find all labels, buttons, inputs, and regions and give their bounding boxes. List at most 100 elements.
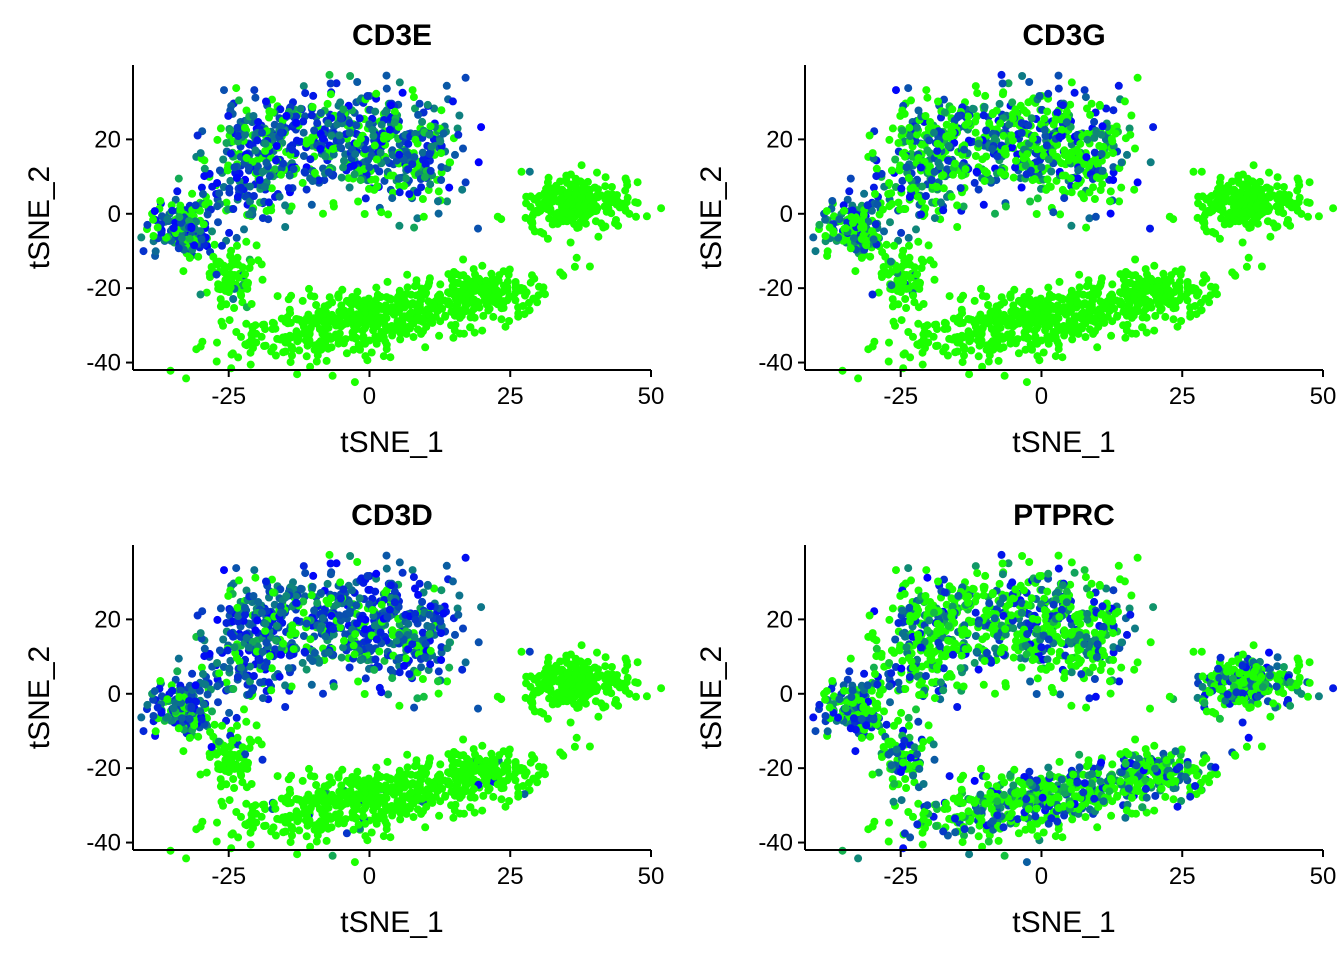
cell-point: [474, 638, 483, 647]
cell-point: [247, 300, 256, 308]
scatter-points: [809, 70, 1338, 387]
cell-point: [258, 128, 266, 137]
cell-point: [241, 270, 250, 279]
cell-point: [444, 270, 453, 279]
cell-point: [403, 270, 412, 279]
cell-point: [1238, 170, 1247, 179]
cell-point: [208, 707, 216, 716]
cell-point: [902, 304, 911, 312]
cell-point: [1079, 308, 1088, 317]
cell-point: [1171, 267, 1180, 276]
cell-point: [533, 298, 542, 307]
cell-point: [896, 288, 905, 296]
cell-point: [1198, 202, 1207, 211]
cell-point: [840, 206, 849, 215]
cell-point: [394, 174, 403, 183]
cell-point: [398, 88, 407, 97]
cell-point: [997, 293, 1006, 302]
cell-point: [441, 311, 450, 320]
cell-point: [1108, 280, 1117, 289]
cell-point: [1070, 88, 1079, 97]
cell-point: [218, 721, 226, 730]
cell-point: [305, 336, 314, 345]
cell-point: [196, 707, 205, 716]
cell-point: [318, 134, 327, 143]
cell-point: [408, 86, 417, 95]
cell-point: [519, 284, 528, 293]
cell-point: [321, 632, 330, 641]
cell-point: [1073, 298, 1082, 307]
cell-point: [185, 733, 194, 742]
cell-point: [271, 165, 280, 174]
cell-point: [822, 207, 831, 216]
cell-point: [919, 335, 928, 344]
x-axis-label: tSNE_1: [1012, 426, 1115, 459]
cell-point: [316, 109, 325, 117]
cell-point: [371, 107, 380, 116]
cell-point: [890, 299, 899, 308]
cell-point: [921, 192, 930, 200]
cell-point: [409, 93, 418, 102]
cell-point: [279, 334, 287, 343]
cell-point: [421, 160, 430, 169]
cell-point: [918, 348, 927, 357]
cell-point: [1043, 175, 1052, 184]
cell-point: [458, 295, 467, 304]
cell-point: [353, 298, 362, 307]
cell-point: [607, 209, 616, 218]
cell-point: [937, 172, 946, 181]
cell-point: [414, 590, 423, 599]
cell-point: [388, 151, 397, 159]
cell-point: [394, 320, 403, 329]
cell-point: [219, 155, 228, 164]
cell-point: [529, 274, 538, 283]
cell-point: [477, 603, 486, 612]
cell-point: [237, 183, 245, 192]
cell-point: [310, 648, 319, 657]
cell-point: [212, 270, 221, 279]
cell-point: [1105, 307, 1114, 316]
cell-point: [490, 276, 499, 285]
cell-point: [871, 190, 879, 198]
cell-point: [478, 326, 487, 335]
cell-point: [489, 312, 498, 321]
cell-point: [395, 221, 404, 230]
cell-point: [351, 150, 360, 159]
cell-point: [345, 128, 354, 137]
cell-point: [485, 304, 494, 313]
cell-point: [241, 610, 250, 619]
cell-point: [885, 202, 894, 211]
cell-point: [208, 227, 216, 236]
cell-point: [869, 235, 878, 244]
cell-point: [1012, 156, 1020, 165]
cell-point: [251, 146, 260, 155]
cell-point: [934, 158, 943, 167]
cell-point: [229, 205, 238, 213]
cell-point: [336, 143, 344, 152]
cell-point: [151, 247, 160, 256]
cell-point: [143, 220, 152, 229]
cell-point: [372, 155, 381, 164]
cell-point: [262, 577, 270, 586]
cell-point: [987, 325, 996, 333]
cell-point: [425, 610, 434, 619]
cell-point: [277, 650, 285, 659]
x-tick-label: 0: [1035, 383, 1048, 410]
cell-point: [949, 170, 957, 179]
cell-point: [424, 297, 433, 306]
cell-point: [913, 123, 921, 132]
cell-point: [868, 227, 877, 236]
cell-point: [313, 119, 322, 128]
panel-title: CD3E: [352, 19, 432, 52]
cell-point: [1090, 314, 1099, 323]
cell-point: [1050, 304, 1058, 313]
cell-point: [919, 300, 928, 308]
cell-point: [479, 284, 487, 293]
cell-point: [245, 210, 253, 219]
cell-point: [356, 614, 365, 623]
cell-point: [1008, 98, 1017, 107]
cell-point: [988, 337, 997, 346]
cell-point: [1090, 195, 1099, 203]
cell-point: [961, 165, 970, 174]
cell-point: [411, 135, 420, 144]
